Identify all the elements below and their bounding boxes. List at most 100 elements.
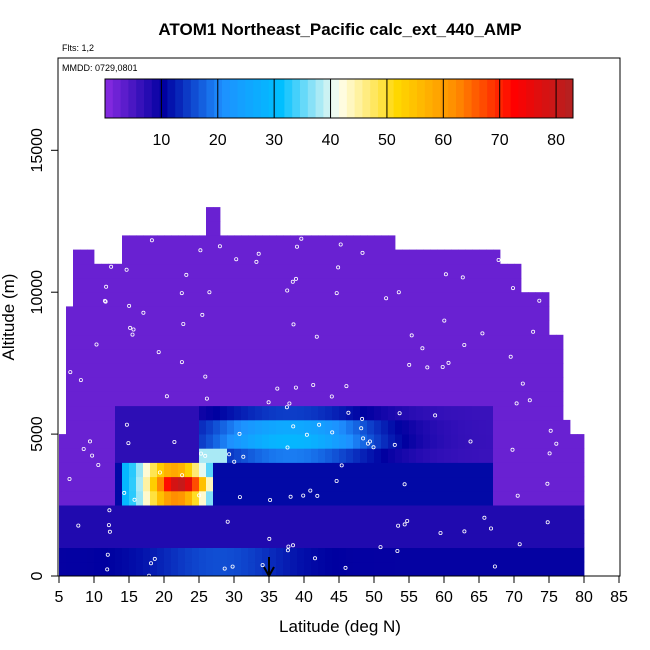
heatmap-cell xyxy=(220,434,228,449)
heatmap-cell xyxy=(437,334,445,350)
sample-dot xyxy=(291,424,296,429)
sample-dot xyxy=(184,272,189,277)
heatmap-cell xyxy=(395,462,403,478)
heatmap-cell xyxy=(570,533,578,548)
sample-dot xyxy=(314,334,319,339)
heatmap-cell xyxy=(171,292,179,307)
heatmap-cell xyxy=(563,462,571,478)
heatmap-cell xyxy=(157,533,165,548)
heatmap-cell xyxy=(556,490,564,506)
heatmap-cell xyxy=(563,419,571,435)
heatmap-cell xyxy=(388,363,396,378)
heatmap-cell xyxy=(227,377,235,392)
heatmap-cell xyxy=(346,434,354,449)
heatmap-cell xyxy=(465,391,473,407)
heatmap-cell xyxy=(241,391,249,407)
heatmap-cell xyxy=(486,391,494,407)
sample-dot xyxy=(203,453,208,458)
heatmap-cell xyxy=(339,263,347,279)
heatmap-cell xyxy=(570,434,578,449)
heatmap-cell xyxy=(542,448,550,463)
heatmap-cell xyxy=(150,448,158,463)
sample-dot xyxy=(531,329,536,334)
heatmap-cell xyxy=(199,292,207,307)
heatmap-cell xyxy=(444,462,452,478)
heatmap-cell xyxy=(360,547,368,563)
heatmap-cell xyxy=(458,405,466,421)
heatmap-cell xyxy=(395,490,403,506)
heatmap-cell xyxy=(297,434,305,449)
heatmap-cell xyxy=(549,334,557,350)
heatmap-cell xyxy=(129,334,137,350)
heatmap-cell xyxy=(164,349,172,364)
colorbar-swatch xyxy=(526,79,535,118)
heatmap-cell xyxy=(465,561,473,577)
heatmap-cell xyxy=(262,334,270,350)
heatmap-cell xyxy=(542,306,550,321)
heatmap-cell xyxy=(514,405,522,421)
heatmap-cell xyxy=(486,505,494,520)
heatmap-cell xyxy=(87,263,95,279)
heatmap-cell xyxy=(479,377,487,392)
heatmap-cell xyxy=(108,349,116,364)
heatmap-cell xyxy=(430,505,438,520)
heatmap-cell xyxy=(507,391,515,407)
heatmap-cell xyxy=(94,490,102,506)
heatmap-cell xyxy=(479,533,487,548)
heatmap-cell xyxy=(486,434,494,449)
heatmap-cell xyxy=(346,462,354,478)
heatmap-cell xyxy=(94,278,102,293)
heatmap-cell xyxy=(297,519,305,534)
heatmap-cell xyxy=(136,419,144,435)
heatmap-cell xyxy=(367,448,375,463)
heatmap-cell xyxy=(395,249,403,265)
sample-dot xyxy=(148,561,153,566)
sample-dot xyxy=(254,259,259,264)
sample-dot xyxy=(304,432,309,437)
colorbar-tick-label: 30 xyxy=(265,132,283,149)
heatmap-cell xyxy=(206,561,214,577)
heatmap-cell xyxy=(241,519,249,534)
heatmap-cell xyxy=(297,405,305,421)
heatmap-cell xyxy=(227,476,235,492)
heatmap-cell xyxy=(556,334,564,350)
sample-dot xyxy=(365,441,370,446)
heatmap-cell xyxy=(304,476,312,492)
heatmap-cell xyxy=(66,476,74,492)
x-tick-label: 45 xyxy=(330,589,348,606)
heatmap-cell xyxy=(451,363,459,378)
heatmap-cell xyxy=(220,405,228,421)
heatmap-cell xyxy=(388,235,396,250)
heatmap-cell xyxy=(458,377,466,392)
heatmap-cell xyxy=(472,263,480,279)
heatmap-cell xyxy=(122,306,130,321)
heatmap-cell xyxy=(94,349,102,364)
x-tick-label: 65 xyxy=(470,589,488,606)
heatmap-cell xyxy=(311,505,319,520)
heatmap-cell xyxy=(465,292,473,307)
heatmap-cell xyxy=(157,476,165,492)
heatmap-cell xyxy=(213,419,221,435)
heatmap-cell xyxy=(339,462,347,478)
heatmap-cell xyxy=(563,434,571,449)
heatmap-cell xyxy=(227,533,235,548)
sample-dot xyxy=(105,567,110,572)
heatmap-cell xyxy=(297,448,305,463)
heatmap-cell xyxy=(367,363,375,378)
heatmap-cell xyxy=(500,292,508,307)
sample-dot xyxy=(442,318,447,323)
heatmap-cell xyxy=(381,263,389,279)
heatmap-cell xyxy=(507,519,515,534)
sample-dot xyxy=(126,441,131,446)
heatmap-cell xyxy=(388,349,396,364)
colorbar-swatch xyxy=(105,79,114,118)
heatmap-cell xyxy=(521,363,529,378)
heatmap-cell xyxy=(241,292,249,307)
heatmap-cell xyxy=(136,306,144,321)
heatmap-cell xyxy=(500,505,508,520)
heatmap-cell xyxy=(220,292,228,307)
heatmap-cell xyxy=(80,533,88,548)
heatmap-cell xyxy=(353,391,361,407)
heatmap-cell xyxy=(437,533,445,548)
heatmap-cell xyxy=(192,349,200,364)
